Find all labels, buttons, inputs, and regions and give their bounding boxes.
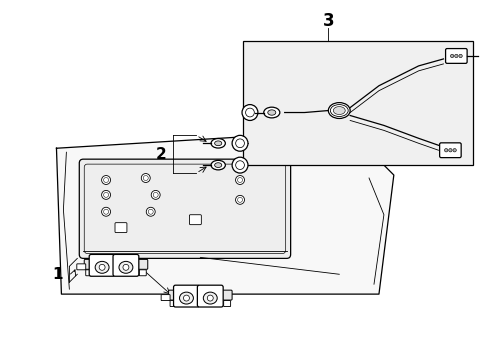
Ellipse shape — [119, 261, 133, 273]
Circle shape — [141, 174, 150, 183]
Circle shape — [444, 149, 447, 152]
Circle shape — [235, 176, 244, 184]
Circle shape — [242, 105, 257, 121]
FancyBboxPatch shape — [77, 264, 85, 270]
FancyBboxPatch shape — [223, 301, 230, 306]
FancyBboxPatch shape — [439, 143, 460, 158]
Bar — [243, 41, 472, 165]
Circle shape — [237, 177, 242, 183]
FancyBboxPatch shape — [170, 301, 177, 306]
FancyBboxPatch shape — [85, 270, 93, 276]
Ellipse shape — [330, 105, 347, 117]
Circle shape — [102, 176, 110, 184]
FancyBboxPatch shape — [79, 159, 290, 258]
Circle shape — [235, 161, 244, 170]
Circle shape — [146, 207, 155, 216]
FancyBboxPatch shape — [189, 215, 201, 225]
Ellipse shape — [211, 160, 225, 170]
Circle shape — [153, 192, 158, 197]
Circle shape — [148, 209, 153, 214]
Ellipse shape — [267, 110, 275, 115]
Circle shape — [237, 197, 242, 202]
Polygon shape — [56, 130, 393, 294]
Circle shape — [232, 157, 247, 173]
Circle shape — [122, 264, 129, 270]
Ellipse shape — [263, 107, 279, 118]
Circle shape — [454, 54, 457, 58]
Ellipse shape — [203, 292, 217, 304]
FancyBboxPatch shape — [115, 223, 127, 233]
FancyBboxPatch shape — [168, 290, 232, 300]
Circle shape — [103, 177, 108, 183]
Circle shape — [232, 135, 247, 151]
Ellipse shape — [333, 107, 345, 114]
Circle shape — [183, 295, 189, 301]
FancyBboxPatch shape — [89, 255, 115, 276]
Ellipse shape — [179, 292, 193, 304]
Circle shape — [102, 207, 110, 216]
Circle shape — [207, 295, 213, 301]
Circle shape — [99, 264, 105, 270]
Circle shape — [448, 149, 451, 152]
Ellipse shape — [327, 103, 349, 118]
Circle shape — [452, 149, 455, 152]
FancyBboxPatch shape — [197, 285, 223, 307]
Ellipse shape — [95, 261, 109, 273]
FancyBboxPatch shape — [84, 260, 147, 269]
FancyBboxPatch shape — [173, 285, 199, 307]
Circle shape — [458, 54, 461, 58]
FancyBboxPatch shape — [161, 294, 170, 301]
Circle shape — [103, 192, 108, 197]
Text: 3: 3 — [322, 12, 333, 30]
FancyBboxPatch shape — [113, 255, 139, 276]
FancyBboxPatch shape — [139, 270, 146, 276]
Ellipse shape — [214, 163, 222, 167]
Ellipse shape — [211, 139, 225, 148]
Circle shape — [102, 190, 110, 199]
Text: 2: 2 — [155, 147, 166, 162]
Circle shape — [449, 54, 453, 58]
Text: 1: 1 — [52, 267, 62, 282]
Circle shape — [103, 209, 108, 214]
Circle shape — [245, 108, 254, 117]
FancyBboxPatch shape — [445, 49, 466, 63]
Ellipse shape — [214, 141, 222, 146]
Circle shape — [235, 139, 244, 148]
Circle shape — [151, 190, 160, 199]
Circle shape — [143, 176, 148, 180]
Circle shape — [235, 195, 244, 204]
